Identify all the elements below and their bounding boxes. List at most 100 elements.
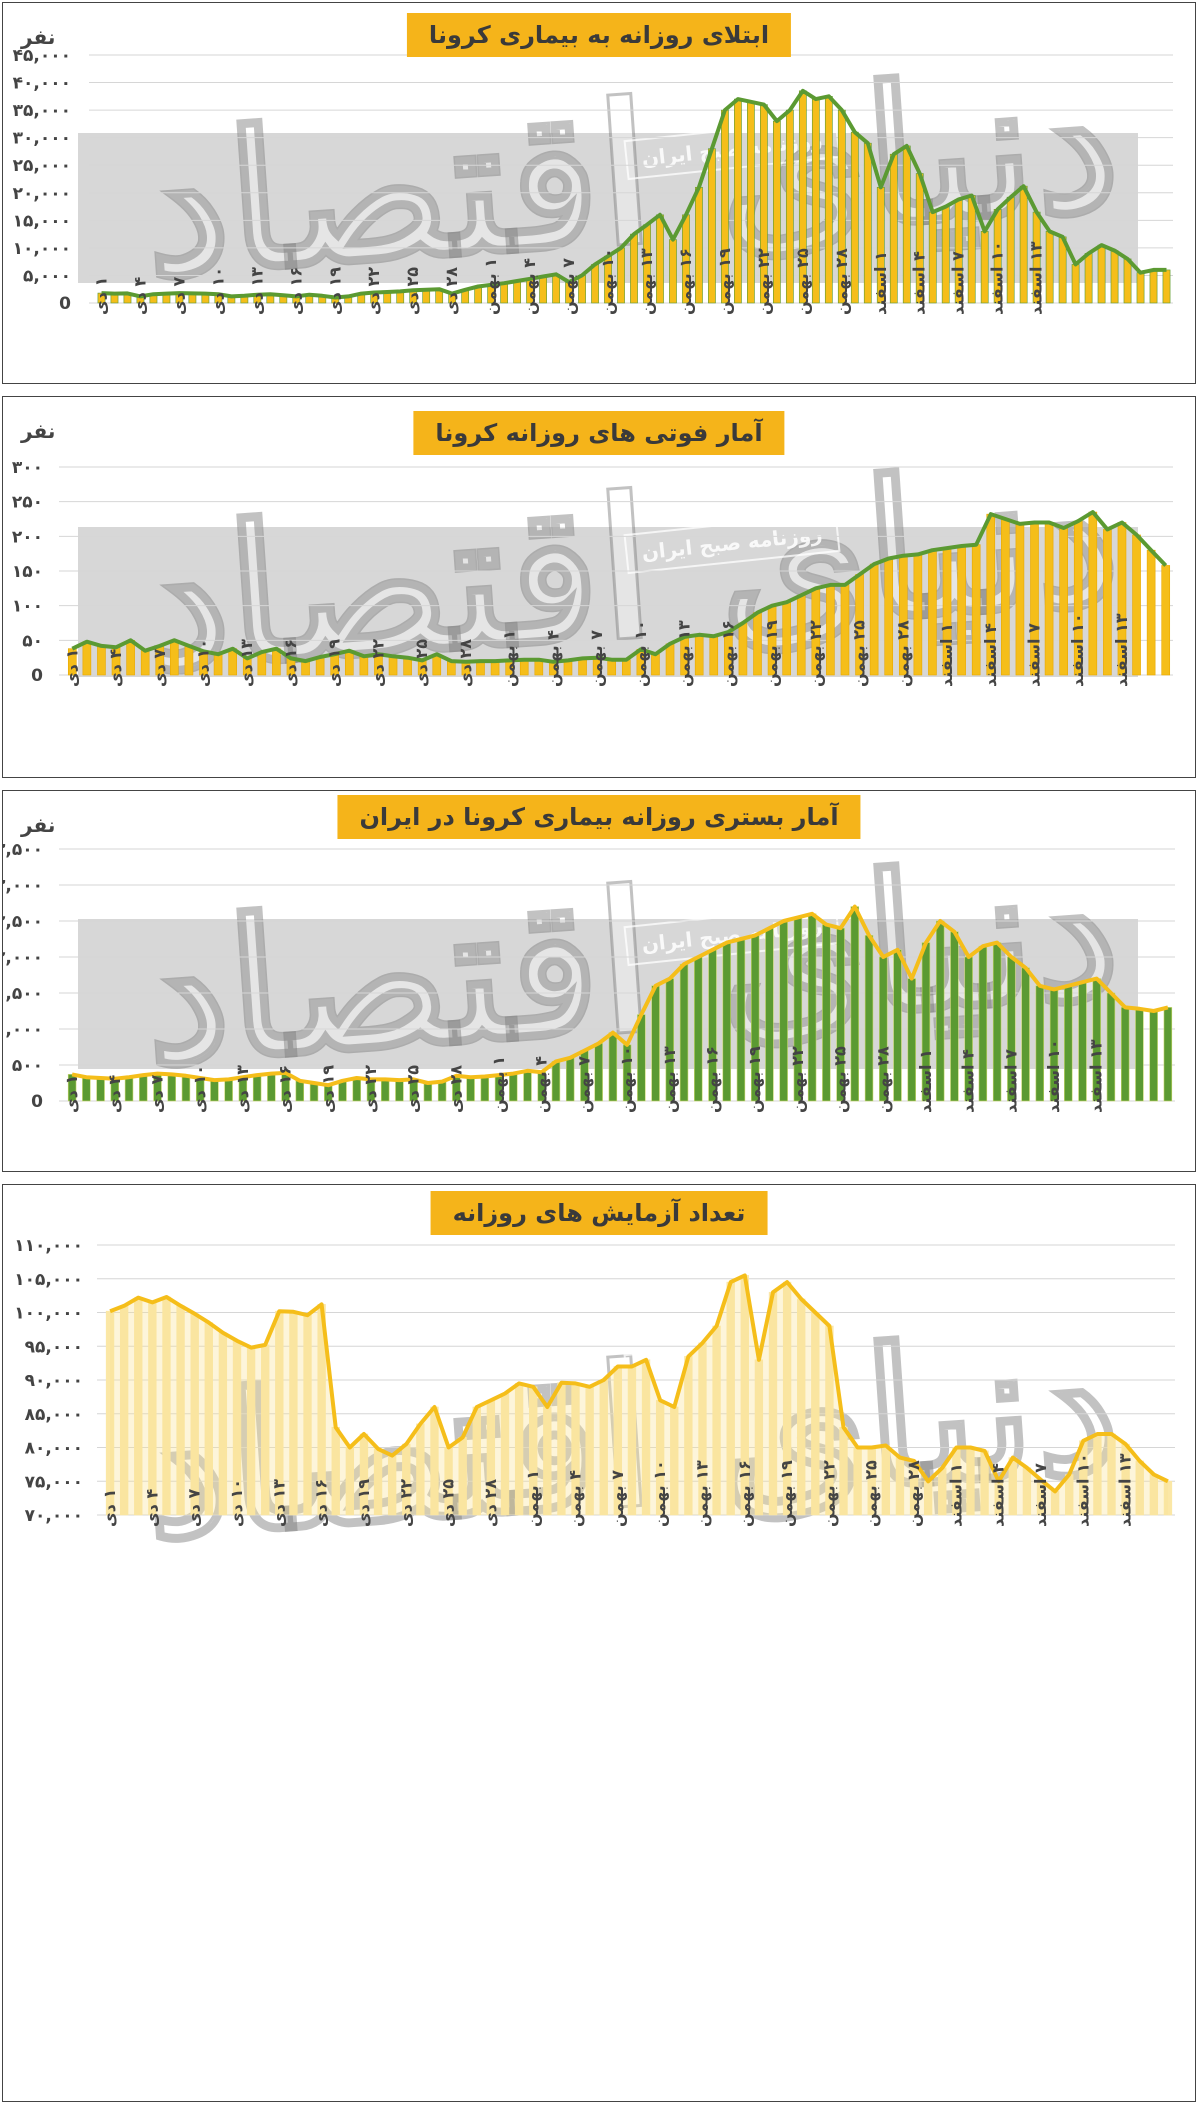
bar: [694, 956, 703, 1102]
bar: [97, 292, 106, 304]
hospitalized-chart-panel: دنیای اقتصاد روزنامه صبح ایران 0۵۰۰۱,۰۰۰…: [2, 790, 1196, 1172]
bar: [617, 247, 625, 304]
deaths-chart-title: آمار فوتی های روزانه کرونا: [413, 411, 785, 455]
x-tick-label: ۱۶ بهمن: [735, 1460, 754, 1527]
bar: [565, 1057, 575, 1102]
x-tick-label: ۴ دی: [130, 277, 149, 315]
bar: [1088, 511, 1098, 676]
x-tick-label: ۱۹ دی: [318, 1065, 337, 1113]
series-line: [109, 1273, 1169, 1494]
bar: [992, 942, 1002, 1102]
x-tick-label: ۲۲ دی: [368, 639, 387, 687]
y-tick-label: ۸۰,۰۰۰: [25, 1439, 83, 1459]
x-tick-label: ۲۸ دی: [442, 267, 461, 315]
bar: [480, 1076, 490, 1102]
bar: [1059, 527, 1068, 676]
bar: [181, 1075, 191, 1102]
x-tick-label: ۱۳ دی: [269, 1479, 288, 1527]
bar: [1097, 244, 1106, 304]
series-line: [71, 904, 1169, 1088]
y-tick-label: ۳۰۰: [12, 458, 43, 478]
x-tick-label: ۱ اسفند: [946, 1463, 965, 1527]
y-tick-label: ۳۵,۰۰۰: [13, 101, 71, 121]
x-tick-label: ۱ بهمن: [500, 630, 519, 687]
bar: [734, 98, 742, 304]
bar: [170, 640, 179, 676]
x-tick-label: ۲۵ بهمن: [831, 1046, 850, 1113]
y-tick-label: ۳,۰۰۰: [3, 876, 43, 896]
bar: [295, 1080, 305, 1102]
x-tick-label: ۷ اسفند: [1031, 1463, 1050, 1527]
bar: [1103, 529, 1112, 676]
x-tick-label: ۱۶ دی: [286, 267, 305, 315]
x-tick-label: ۱۹ بهمن: [777, 1460, 796, 1527]
x-tick-label: ۱۶ بهمن: [703, 1046, 722, 1113]
x-tick-label: ۱۰ بهمن: [598, 248, 617, 315]
bar: [551, 1061, 561, 1102]
y-tick-label: ۱۵۰: [12, 562, 43, 582]
x-tick-label: ۲۵ بهمن: [850, 620, 869, 687]
bar: [889, 153, 898, 304]
x-tick-label: ۱۳ بهمن: [637, 248, 656, 315]
bar: [124, 1076, 134, 1102]
bar: [822, 924, 831, 1102]
bar: [893, 949, 902, 1102]
bar: [423, 1082, 433, 1102]
bar: [1044, 522, 1054, 676]
x-tick-label: ۲۸ بهمن: [873, 1046, 892, 1113]
x-tick-label: ۱۹ دی: [354, 1479, 373, 1527]
x-tick-label: ۱ دی: [62, 1075, 81, 1113]
x-tick-label: ۱۰ دی: [227, 1479, 246, 1527]
bar: [772, 120, 781, 304]
bar: [928, 549, 937, 676]
bar: [884, 558, 894, 676]
x-tick-label: ۱ دی: [91, 277, 110, 315]
bar: [539, 276, 547, 304]
bar: [1149, 1010, 1158, 1102]
bar: [656, 214, 664, 304]
bar: [344, 650, 354, 676]
x-tick-label: ۲۵ دی: [403, 267, 422, 315]
bar: [695, 186, 703, 304]
bar: [1015, 523, 1025, 676]
hospitalized-chart-unit: نفر: [21, 813, 56, 837]
x-tick-label: ۱۳ اسفند: [1112, 613, 1131, 687]
bar: [213, 653, 223, 676]
bar: [826, 584, 835, 676]
bar: [607, 659, 617, 676]
y-tick-label: ۵۰۰: [12, 1056, 43, 1076]
bar: [301, 660, 310, 676]
bar: [184, 645, 194, 676]
x-tick-label: ۱۰ بهمن: [650, 1460, 669, 1527]
bar: [840, 584, 850, 676]
bar: [519, 659, 529, 676]
bar: [850, 906, 860, 1102]
y-tick-label: ۵,۰۰۰: [23, 266, 71, 286]
y-tick-label: ۸۵,۰۰۰: [25, 1405, 83, 1425]
cases-chart-title: ابتلای روزانه به بیماری کرونا: [406, 13, 792, 57]
x-tick-label: ۱ بهمن: [489, 1056, 508, 1113]
bar: [578, 275, 586, 304]
bar: [594, 1043, 603, 1102]
bar: [928, 211, 937, 304]
x-tick-label: ۱۰ اسفند: [988, 241, 1007, 315]
x-tick-label: ۲۲ بهمن: [754, 248, 773, 315]
y-tick-label: ۴۰,۰۰۰: [13, 74, 71, 94]
bar: [1045, 231, 1054, 304]
bar: [1035, 985, 1045, 1102]
bar: [140, 650, 150, 676]
bar: [1163, 1480, 1173, 1516]
x-tick-label: ۴ اسفند: [959, 1049, 978, 1113]
x-tick-label: ۲۲ دی: [396, 1479, 415, 1527]
bar: [753, 612, 762, 676]
bar: [466, 1076, 475, 1102]
bar: [971, 544, 981, 676]
x-tick-label: ۴ بهمن: [566, 1470, 585, 1527]
bar: [359, 655, 369, 676]
x-tick-label: ۲۸ بهمن: [893, 620, 912, 687]
hospitalized-chart-svg: 0 ۵۰۰ ۱,۰۰۰ ۱,۵۰۰ ۲,۰۰۰ ۲,۵۰۰ ۳,۰۰۰ ۳,۵۰۰ ۱ دی ۴ …: [3, 840, 1175, 1113]
bar: [1163, 1007, 1173, 1102]
x-tick-label: ۲۵ بهمن: [793, 248, 812, 315]
x-tick-label: ۲۲ بهمن: [788, 1046, 807, 1113]
bar: [509, 1073, 518, 1102]
